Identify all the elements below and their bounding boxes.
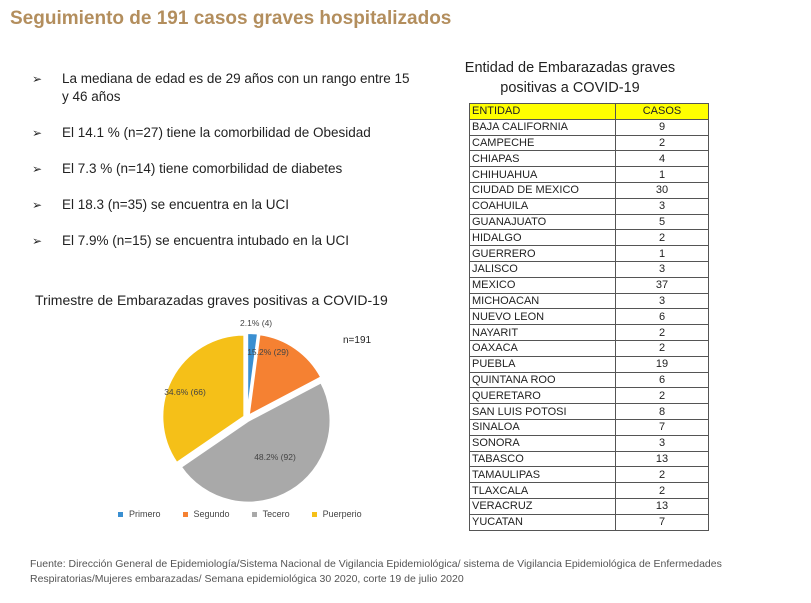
arrow-bullet-icon: ➢ — [32, 126, 43, 140]
table-row: CHIAPAS 4 — [469, 150, 709, 168]
entity-cell: YUCATAN — [469, 513, 616, 531]
bullet-item: ➢ El 7.9% (n=15) se encuentra intubado en… — [32, 233, 350, 248]
legend-item: Primero — [118, 509, 161, 519]
pie-slice-tecero — [179, 380, 332, 504]
cases-cell: 7 — [615, 513, 709, 531]
arrow-bullet-icon: ➢ — [32, 234, 43, 248]
legend-swatch — [182, 512, 188, 518]
legend-swatch — [118, 512, 123, 518]
column-header: ENTIDAD — [469, 103, 616, 120]
column-header: CASOS — [615, 103, 709, 120]
slide-title: Seguimiento de 191 casos graves hospital… — [10, 8, 452, 29]
table-row: OAXACA 2 — [469, 339, 709, 357]
arrow-bullet-icon: ➢ — [32, 72, 43, 86]
legend-swatch — [251, 512, 257, 518]
entity-cell: MICHOACAN — [469, 292, 616, 310]
entity-cell: TAMAULIPAS — [469, 466, 616, 484]
table-row: VERACRUZ 13 — [469, 497, 709, 515]
sample-size-label: n=191 — [343, 335, 372, 346]
legend-label: Puerperio — [322, 509, 362, 519]
bullet-item: ➢ El 18.3 (n=35) se encuentra en la UCI — [32, 197, 290, 212]
entity-cell: CIUDAD DE MEXICO — [469, 181, 616, 199]
entity-cell: GUANAJUATO — [469, 213, 616, 231]
table-row: NUEVO LEON 6 — [469, 308, 709, 326]
table-row: QUERETARO 2 — [469, 387, 709, 405]
table-header-row: ENTIDAD CASOS — [469, 103, 709, 120]
data-label: 34.6% (66) — [164, 387, 206, 397]
entity-cell: TLAXCALA — [469, 482, 616, 499]
entity-cell: NUEVO LEON — [469, 308, 616, 326]
arrow-bullet-icon: ➢ — [32, 198, 43, 212]
pie-slice-puerperio — [161, 333, 246, 465]
table-row: TLAXCALA 2 — [469, 482, 709, 499]
bullet-item: ➢ El 7.3 % (n=14) tiene comorbilidad de d… — [32, 161, 343, 176]
source-note: Fuente: Dirección General de Epidemiolog… — [30, 558, 722, 585]
table-row: CAMPECHE 2 — [469, 134, 709, 152]
table-row: CIUDAD DE MEXICO 30 — [469, 181, 709, 199]
arrow-bullet-icon: ➢ — [32, 162, 43, 176]
data-label: 48.2% (92) — [254, 452, 296, 462]
table-row: MEXICO 37 — [469, 276, 709, 294]
table-row: SAN LUIS POTOSI 8 — [469, 403, 709, 420]
entity-cell: SONORA — [469, 434, 616, 452]
bullet-item: ➢ La mediana de edad es de 29 años con un… — [32, 71, 410, 104]
table-row: NAYARIT 2 — [469, 324, 709, 341]
bullet-item: ➢ El 14.1 % (n=27) tiene la comorbilidad … — [32, 125, 371, 140]
legend-label: Segundo — [193, 509, 230, 519]
legend-label: Tecero — [262, 509, 290, 519]
data-label: 15.2% (29) — [247, 347, 289, 357]
legend-item: Puerperio — [311, 509, 362, 519]
pie-slice-primero — [246, 332, 260, 416]
pie-slice-segundo — [247, 333, 323, 418]
cases-cell: 13 — [615, 497, 709, 515]
table-row: TAMAULIPAS 2 — [469, 466, 709, 484]
legend-item: Tecero — [251, 509, 290, 519]
chart-title: Trimestre de Embarazadas graves positiva… — [35, 292, 388, 308]
table-row: COAHUILA 3 — [469, 197, 709, 215]
legend-label: Primero — [129, 509, 161, 519]
table-row: QUINTANA ROO 6 — [469, 371, 709, 389]
legend-swatch — [311, 512, 317, 518]
table-row: CHIHUAHUA 1 — [469, 166, 709, 183]
entity-cell: MEXICO — [469, 276, 616, 294]
table-row: TABASCO 13 — [469, 450, 709, 468]
chart-legend: Primero Segundo Tecero Puerperio — [118, 509, 362, 519]
cases-table: ENTIDAD CASOS BAJA CALIFORNIA 9 CAMPECHE 2 CHI… — [469, 103, 709, 531]
bullet-list: ➢ La mediana de edad es de 29 años con un… — [32, 70, 412, 250]
cases-cell: 2 — [615, 324, 709, 341]
table-row: YUCATAN 7 — [469, 513, 709, 531]
table-title: Entidad de Embarazadas graves positivas … — [464, 60, 676, 96]
data-label: 2.1% (4) — [240, 318, 272, 328]
table-row: MICHOACAN 3 — [469, 292, 709, 310]
legend-item: Segundo — [182, 509, 230, 519]
